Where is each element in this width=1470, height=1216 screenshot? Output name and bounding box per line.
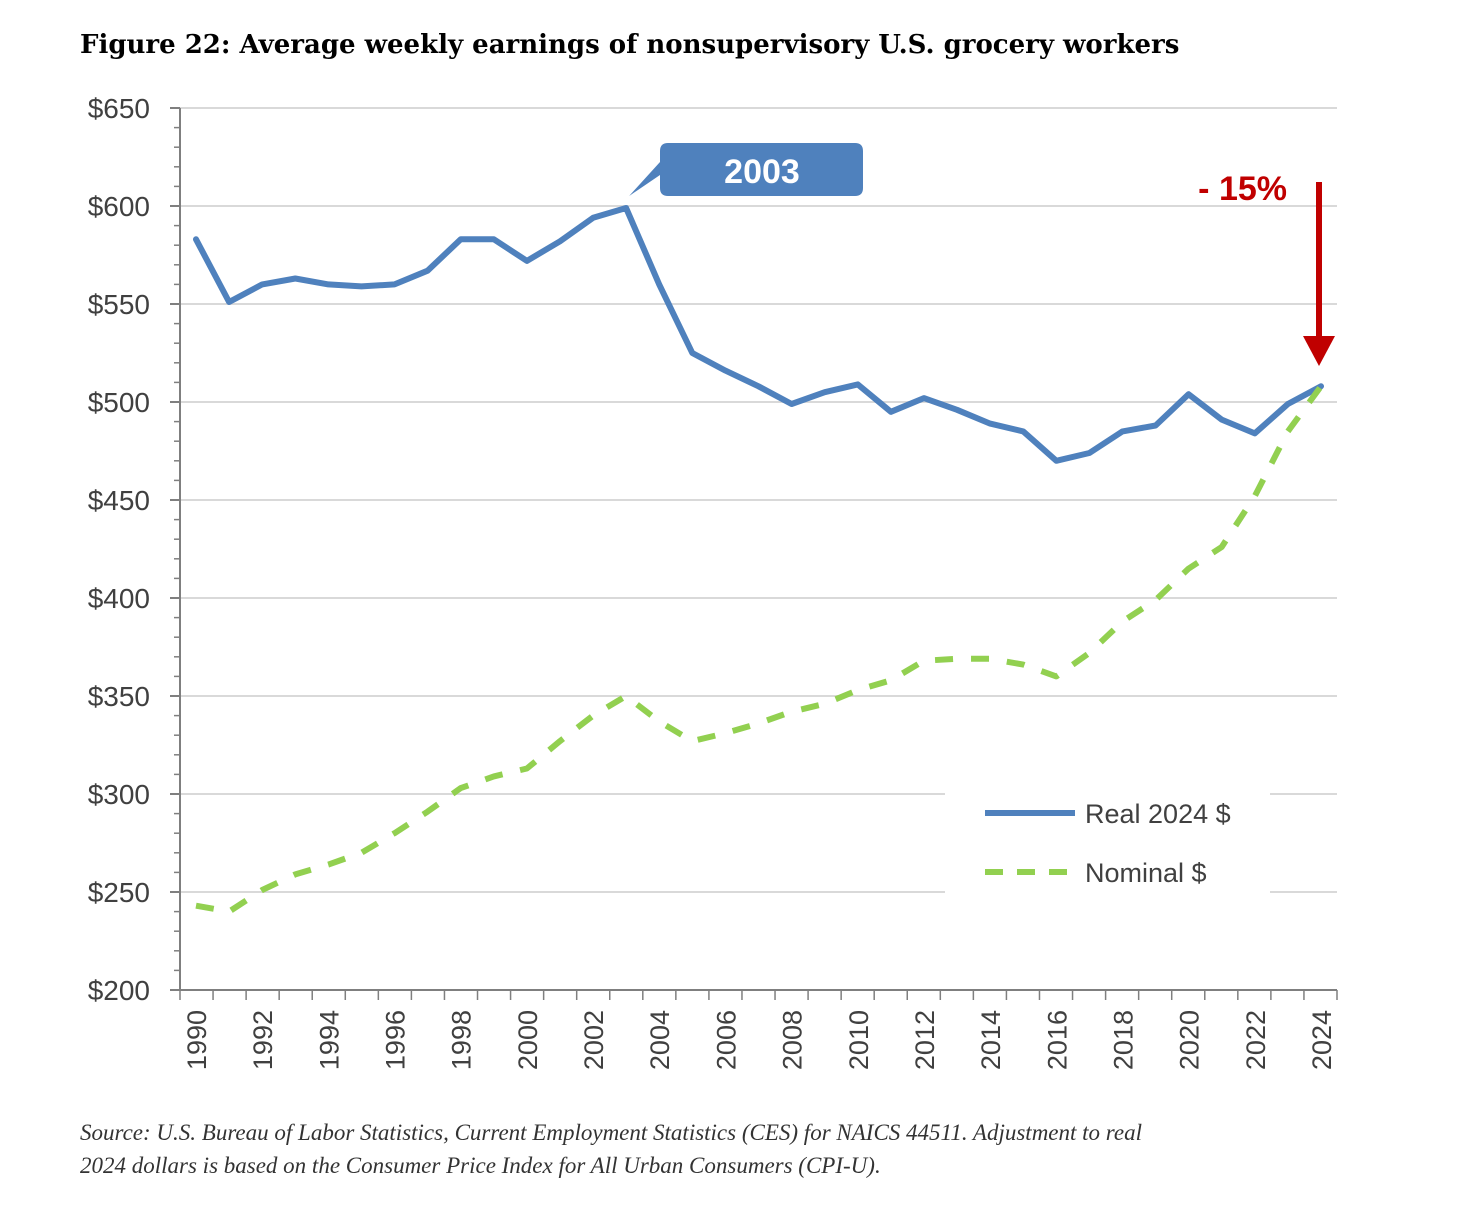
source-line-2: 2024 dollars is based on the Consumer Pr… [80,1153,881,1178]
x-tick-label: 2020 [1175,1010,1205,1070]
x-tick-label: 2012 [910,1010,940,1070]
x-tick-label: 2008 [778,1010,808,1070]
legend-box [945,780,1270,905]
y-tick-label: $300 [88,779,150,810]
chart-title: Figure 22: Average weekly earnings of no… [80,30,1180,60]
real-series-line [193,205,1324,464]
x-tick-label: 1998 [447,1010,477,1070]
peak-callout-box [629,143,863,196]
annotations: 2003 - 15% [629,143,1335,366]
source-note: Source: U.S. Bureau of Labor Statistics,… [80,1116,1400,1182]
decline-arrow-head [1303,336,1335,366]
y-tick-label: $550 [88,289,150,320]
x-tick-label: 2010 [844,1010,874,1070]
y-tick-label: $650 [88,93,150,124]
x-tick-label: 1994 [314,1010,344,1070]
y-tick-label: $600 [88,191,150,222]
x-tick-label: 2018 [1108,1010,1138,1070]
y-tick-label: $400 [88,583,150,614]
x-tick-label: 1996 [381,1010,411,1070]
y-tick-label: $500 [88,387,150,418]
x-tick-label: 2002 [579,1010,609,1070]
nominal-series-line [195,384,1324,915]
legend: Real 2024 $ Nominal $ [945,780,1270,905]
axes: $200 $250 $300 $350 $400 $450 $500 $550 $600 $650… [88,93,1338,1070]
legend-label: Nominal $ [1085,858,1207,888]
series-lines [193,205,1324,915]
y-tick-label: $450 [88,485,150,516]
x-tick-label: 2024 [1307,1010,1337,1070]
x-tick-label: 1992 [248,1010,278,1070]
x-tick-label: 2014 [976,1010,1006,1070]
x-tick-label: 2000 [513,1010,543,1070]
y-tick-label: $200 [88,975,150,1006]
x-tick-label: 2004 [645,1010,675,1070]
x-tick-label: 2022 [1241,1010,1271,1070]
x-tick-label: 1990 [182,1010,212,1070]
decline-percent-label: - 15% [1198,170,1287,208]
y-tick-label: $250 [88,877,150,908]
source-line-1: Source: U.S. Bureau of Labor Statistics,… [80,1120,1142,1145]
gridlines [180,107,1337,893]
legend-label: Real 2024 $ [1085,799,1231,829]
peak-callout-label: 2003 [724,153,800,191]
x-tick-label: 2006 [711,1010,741,1070]
x-tick-label: 2016 [1042,1010,1072,1070]
y-tick-label: $350 [88,681,150,712]
